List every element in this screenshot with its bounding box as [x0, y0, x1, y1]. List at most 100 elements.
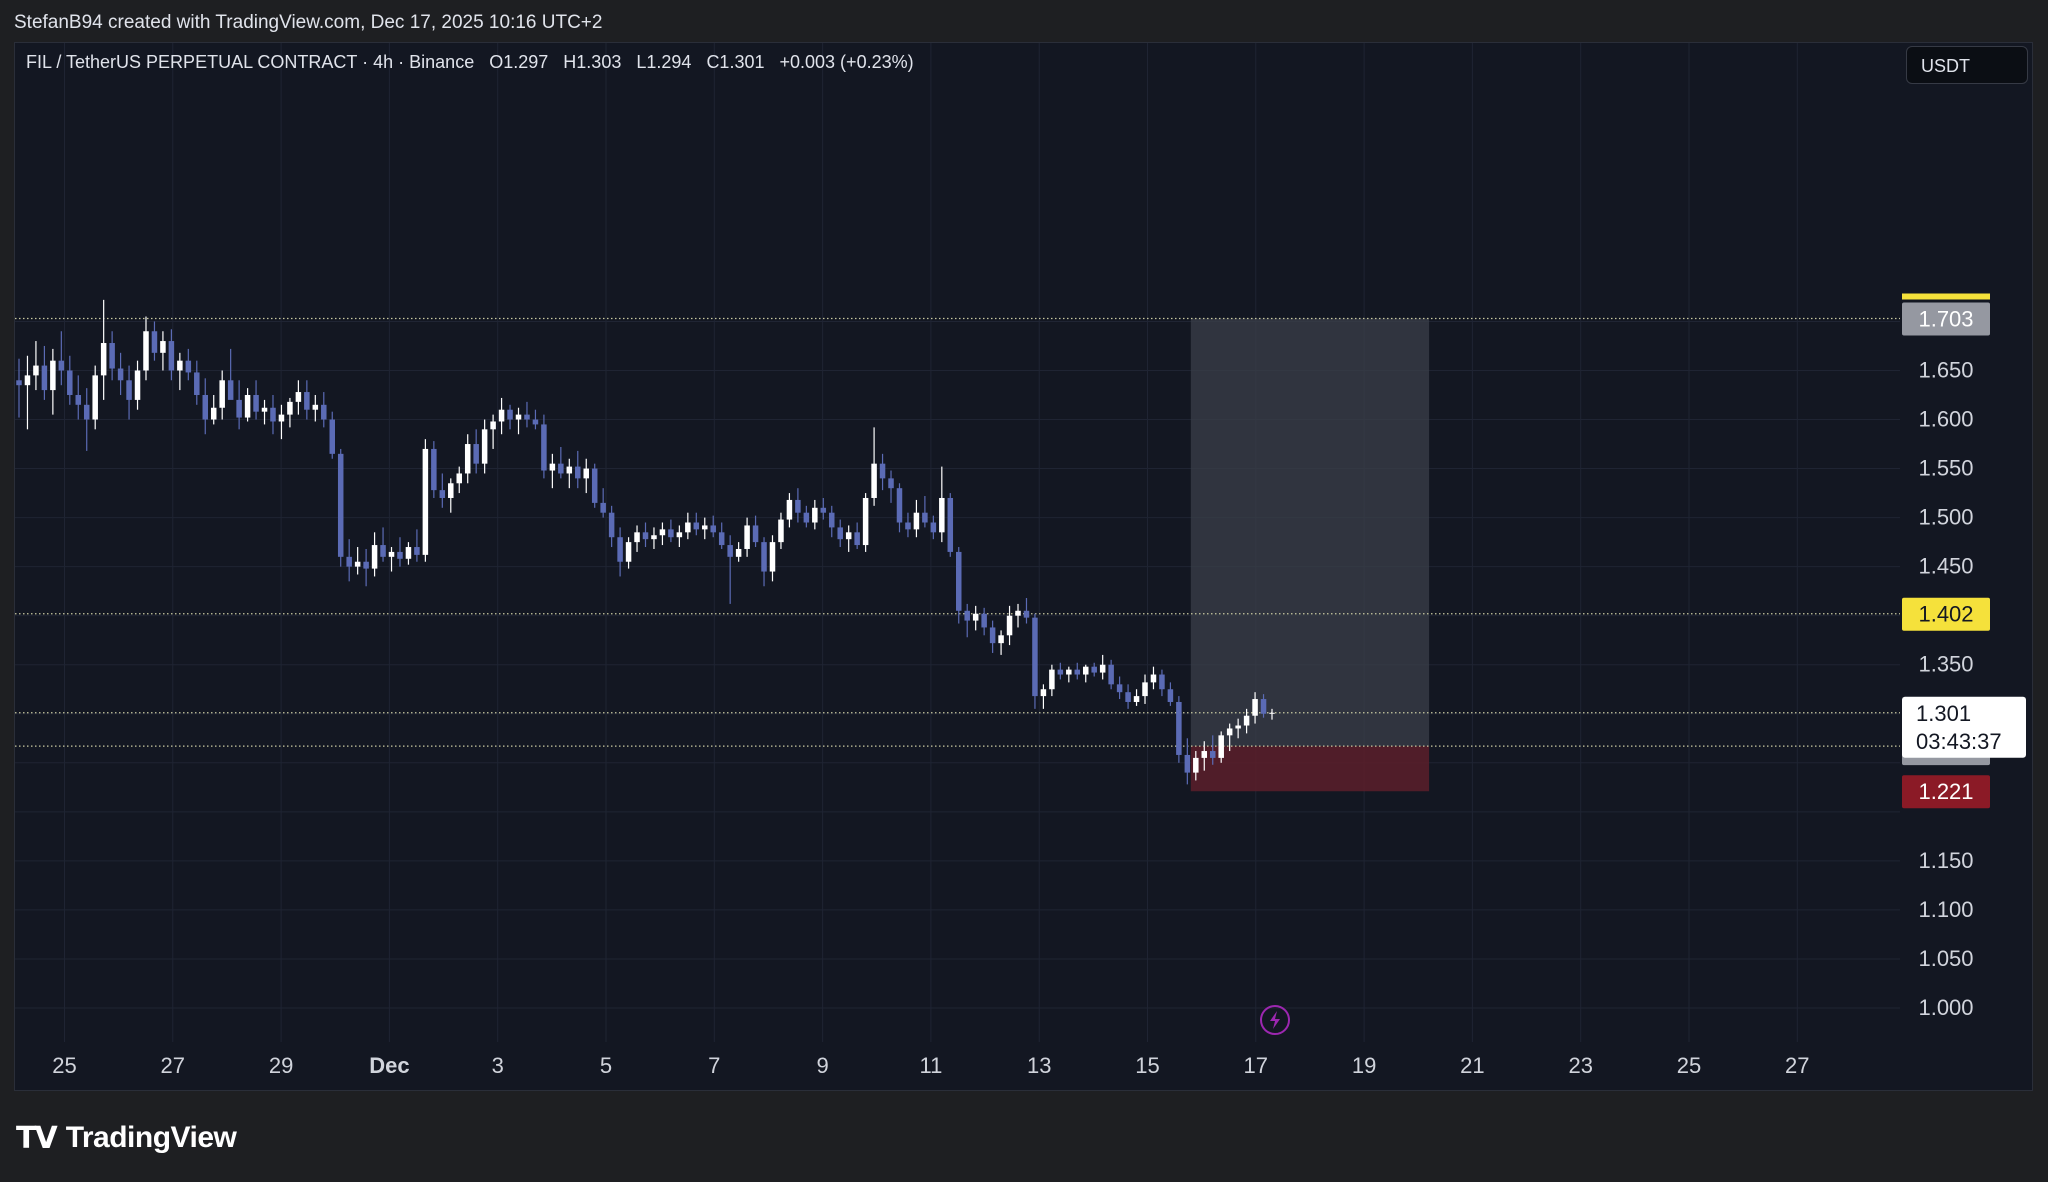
candle-body[interactable] — [498, 409, 505, 422]
candle-body[interactable] — [41, 365, 48, 391]
candle-body[interactable] — [786, 499, 793, 520]
target-zone[interactable] — [1190, 318, 1430, 747]
candle-body[interactable] — [685, 522, 691, 533]
candle-body[interactable] — [727, 545, 733, 557]
candle-body[interactable] — [1049, 669, 1055, 690]
candle-body[interactable] — [600, 502, 606, 513]
candle-body[interactable] — [24, 375, 31, 386]
candle-body[interactable] — [75, 395, 82, 405]
candle-body[interactable] — [346, 556, 352, 567]
candle-body[interactable] — [761, 542, 767, 572]
candle-body[interactable] — [812, 507, 818, 523]
candle-body[interactable] — [845, 532, 852, 540]
candle-body[interactable] — [642, 532, 649, 540]
candle-body[interactable] — [507, 409, 513, 420]
candle-body[interactable] — [312, 404, 319, 410]
candle-body[interactable] — [210, 407, 217, 420]
lightning-bolt-icon[interactable] — [1260, 1005, 1290, 1035]
candle-body[interactable] — [718, 532, 725, 546]
candle-body[interactable] — [1142, 682, 1148, 697]
candle-body[interactable] — [16, 380, 22, 386]
candle-body[interactable] — [1099, 664, 1106, 673]
candle-body[interactable] — [321, 404, 327, 420]
candle-body[interactable] — [1057, 669, 1064, 675]
candle-body[interactable] — [829, 512, 835, 528]
candle-body[interactable] — [625, 542, 632, 562]
candle-body[interactable] — [1193, 757, 1199, 773]
candle-body[interactable] — [1260, 699, 1267, 714]
candle-body[interactable] — [1218, 735, 1224, 758]
candle-body[interactable] — [862, 497, 869, 546]
candle-body[interactable] — [236, 399, 242, 418]
candle-body[interactable] — [1201, 751, 1208, 758]
candle-body[interactable] — [735, 548, 742, 557]
candle-body[interactable] — [168, 341, 175, 371]
candle-body[interactable] — [227, 380, 234, 400]
tradingview-logo[interactable]: TV TradingView — [16, 1118, 237, 1158]
candle-body[interactable] — [295, 392, 302, 402]
candle-body[interactable] — [109, 343, 115, 369]
candle-body[interactable] — [1125, 692, 1131, 702]
candle-body[interactable] — [879, 463, 886, 479]
candle-body[interactable] — [1176, 701, 1182, 755]
candle-body[interactable] — [617, 537, 623, 562]
candle-body[interactable] — [1032, 617, 1038, 697]
candle-body[interactable] — [1159, 674, 1165, 690]
candle-body[interactable] — [244, 395, 251, 418]
candle-body[interactable] — [1108, 664, 1114, 685]
candle-body[interactable] — [558, 463, 564, 474]
candle-body[interactable] — [490, 421, 496, 430]
candle-body[interactable] — [888, 478, 894, 489]
candle-body[interactable] — [549, 463, 556, 471]
candle-body[interactable] — [50, 360, 56, 391]
candle-body[interactable] — [913, 512, 920, 530]
candle-body[interactable] — [524, 414, 530, 420]
price-tag[interactable] — [1902, 597, 1990, 631]
candle-body[interactable] — [1015, 610, 1021, 616]
candle-body[interactable] — [922, 512, 928, 523]
candle-body[interactable] — [371, 545, 378, 569]
candle-body[interactable] — [905, 522, 911, 530]
candle-body[interactable] — [1074, 669, 1081, 675]
candle-body[interactable] — [143, 331, 149, 371]
candle-body[interactable] — [532, 419, 539, 425]
candle-body[interactable] — [693, 522, 700, 530]
candle-body[interactable] — [481, 429, 488, 464]
candle-body[interactable] — [583, 468, 589, 479]
candle-body[interactable] — [702, 525, 708, 530]
candle-body[interactable] — [795, 499, 801, 513]
candle-body[interactable] — [820, 507, 827, 513]
candle-body[interactable] — [778, 519, 784, 543]
candle-body[interactable] — [33, 365, 39, 376]
candle-body[interactable] — [194, 372, 200, 395]
candle-body[interactable] — [1006, 615, 1013, 636]
candle-body[interactable] — [380, 545, 386, 557]
candle-body[interactable] — [270, 407, 276, 422]
candle-body[interactable] — [1066, 669, 1072, 675]
candle-body[interactable] — [1184, 754, 1191, 773]
candle-body[interactable] — [651, 535, 657, 540]
candle-body[interactable] — [1252, 699, 1258, 716]
candle-body[interactable] — [964, 610, 970, 621]
candle-body[interactable] — [134, 370, 141, 400]
candle-body[interactable] — [58, 360, 65, 371]
candle-body[interactable] — [422, 448, 429, 555]
candle-body[interactable] — [464, 444, 471, 474]
candle-body[interactable] — [989, 627, 996, 644]
candle-body[interactable] — [515, 414, 522, 420]
candle-body[interactable] — [710, 525, 716, 533]
candle-body[interactable] — [202, 395, 209, 420]
candle-body[interactable] — [998, 635, 1004, 644]
candle-body[interactable] — [541, 424, 547, 471]
candle-body[interactable] — [448, 483, 454, 498]
candle-body[interactable] — [803, 512, 810, 523]
price-tag[interactable] — [1902, 302, 1990, 336]
candle-body[interactable] — [1167, 689, 1174, 702]
candle-body[interactable] — [939, 497, 945, 533]
candle-body[interactable] — [185, 360, 192, 373]
candle-body[interactable] — [1269, 712, 1275, 714]
candle-body[interactable] — [363, 561, 369, 569]
candle-body[interactable] — [405, 547, 412, 559]
candle-body[interactable] — [947, 497, 954, 552]
